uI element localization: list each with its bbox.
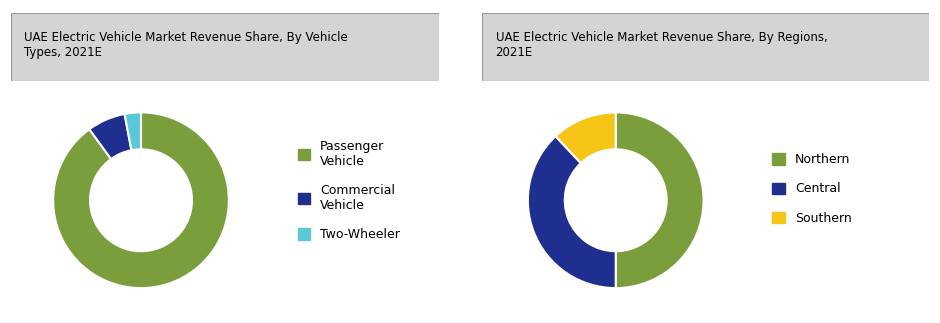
Wedge shape <box>528 136 616 288</box>
Wedge shape <box>124 112 141 150</box>
Text: UAE Electric Vehicle Market Revenue Share, By Regions,
2021E: UAE Electric Vehicle Market Revenue Shar… <box>495 31 827 59</box>
Wedge shape <box>54 112 228 288</box>
FancyBboxPatch shape <box>482 13 929 81</box>
Legend: Passenger
Vehicle, Commercial
Vehicle, Two-Wheeler: Passenger Vehicle, Commercial Vehicle, T… <box>298 140 400 241</box>
Text: UAE Electric Vehicle Market Revenue Share, By Vehicle
Types, 2021E: UAE Electric Vehicle Market Revenue Shar… <box>24 31 348 59</box>
Wedge shape <box>556 112 616 163</box>
Wedge shape <box>89 114 132 159</box>
FancyBboxPatch shape <box>11 13 439 81</box>
Wedge shape <box>616 112 703 288</box>
Legend: Northern, Central, Southern: Northern, Central, Southern <box>773 153 852 225</box>
